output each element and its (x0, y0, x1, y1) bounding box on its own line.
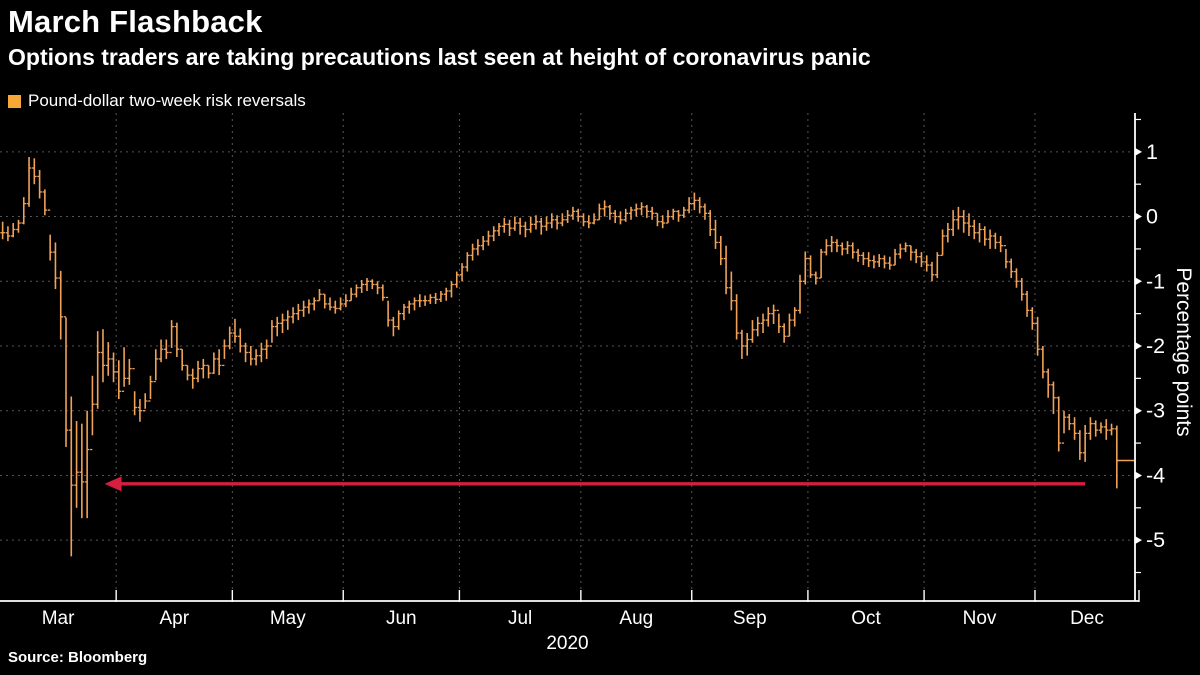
y-major-tick (1135, 212, 1142, 221)
y-tick-label: 1 (1146, 140, 1158, 164)
y-major-tick (1135, 471, 1142, 480)
chart-legend: Pound-dollar two-week risk reversals (8, 91, 306, 111)
chart-title: March Flashback (8, 4, 263, 39)
x-month-label: Apr (159, 608, 189, 629)
chart-subtitle: Options traders are taking precautions l… (8, 44, 871, 70)
y-major-tick (1135, 341, 1142, 350)
x-month-label: Aug (619, 608, 653, 629)
legend-label: Pound-dollar two-week risk reversals (28, 91, 306, 110)
y-tick-label: -5 (1146, 528, 1165, 552)
y-major-tick (1135, 406, 1142, 415)
x-month-label: May (270, 608, 306, 629)
x-month-label: Oct (851, 608, 881, 629)
y-tick-label: -4 (1146, 463, 1165, 487)
source-attribution: Source: Bloomberg (8, 649, 148, 666)
x-month-label: Dec (1070, 608, 1104, 629)
y-tick-label: -3 (1146, 399, 1165, 423)
y-major-tick (1135, 147, 1142, 156)
y-tick-label: -2 (1146, 334, 1165, 358)
y-major-tick (1135, 536, 1142, 545)
x-year-label: 2020 (546, 633, 588, 654)
y-tick-label: 0 (1146, 205, 1158, 229)
x-month-label: Nov (963, 608, 997, 629)
legend-swatch-icon (8, 94, 21, 108)
y-axis-title: Percentage points (1172, 267, 1195, 436)
x-month-label: Mar (42, 608, 75, 629)
x-month-label: Sep (733, 608, 767, 629)
y-major-tick (1135, 277, 1142, 286)
x-month-label: Jul (508, 608, 532, 629)
trend-arrow-head (104, 476, 122, 492)
y-tick-label: -1 (1146, 269, 1165, 293)
x-month-label: Jun (386, 608, 417, 629)
